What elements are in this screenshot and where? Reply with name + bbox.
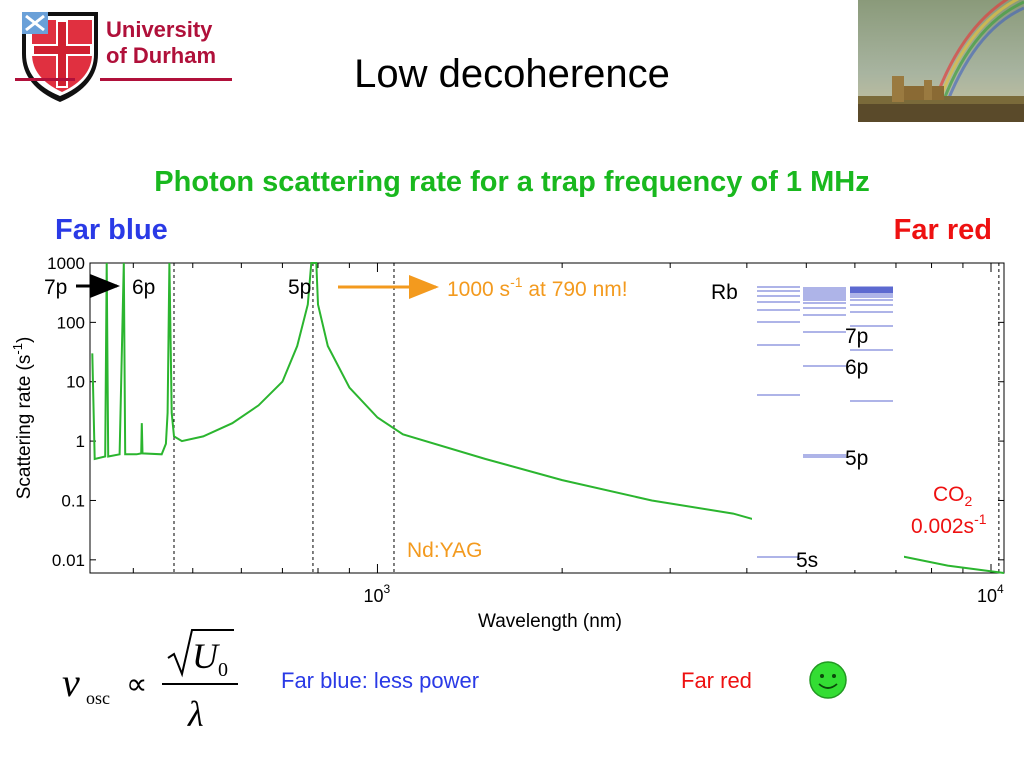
cathedral-rainbow-photo (858, 0, 1024, 122)
scattering-curve (91, 262, 1005, 574)
y-tick-label: 100 (57, 313, 85, 332)
curve-segment (895, 554, 1005, 574)
far-red-note: Far red (681, 668, 752, 693)
y-axis-label-close: ) (14, 337, 35, 343)
co2-rate-exp: -1 (974, 511, 987, 527)
chart-subtitle: Photon scattering rate for a trap freque… (154, 166, 870, 198)
co2-rate-label: 0.002s-1 (911, 511, 987, 538)
peak-labels: 7p 6p 5p (44, 276, 311, 299)
y-axis-label-exp: -1 (10, 343, 25, 355)
formula-u: U (192, 636, 220, 676)
peak-label: 6p (132, 276, 155, 299)
peak-label: 7p (44, 276, 67, 299)
level-label-7p: 7p (845, 325, 868, 348)
x-tick-exp: 3 (383, 582, 390, 596)
co2-label: CO2 (933, 483, 973, 509)
co2-rate-value: 0.002s (911, 515, 974, 538)
formula-lambda: λ (187, 694, 204, 734)
y-axis-label: Scattering rate (s-1) (10, 337, 35, 500)
curve-segment (91, 262, 761, 523)
x-tick-label: 103 (363, 582, 390, 606)
y-tick-label: 1000 (47, 254, 85, 273)
far-blue-label: Far blue (55, 214, 168, 246)
y-tick-label: 0.1 (61, 491, 85, 510)
y-axis-ticks: 1000 100 10 1 0.1 0.01 (47, 254, 1004, 570)
level-label-6p: 6p (845, 356, 868, 379)
reference-lines (173, 263, 1000, 573)
university-line2: of Durham (106, 43, 216, 68)
smiley-face-icon (809, 661, 847, 699)
x-tick-base: 10 (363, 586, 383, 606)
y-tick-label: 0.01 (52, 551, 85, 570)
energy-levels (757, 286, 893, 558)
co2-sub: 2 (965, 493, 973, 509)
rate-value: 1000 s (447, 278, 510, 301)
formula-nu-sub: osc (86, 688, 110, 708)
x-axis-ticks: 103 104 (132, 263, 1004, 606)
rate-exp: -1 (510, 274, 523, 290)
level-diagram-title: Rb (711, 281, 738, 304)
logo-rule-right (100, 78, 232, 81)
formula-proportional: ∝ (126, 668, 147, 701)
formula-nu: ν (62, 660, 80, 705)
y-tick-label: 1 (76, 432, 85, 451)
rate-rest: at 790 nm! (523, 278, 628, 301)
formula-sqrt (167, 629, 234, 678)
far-red-label: Far red (893, 214, 992, 246)
far-blue-note: Far blue: less power (281, 668, 480, 693)
plot-frame (89, 262, 1005, 574)
logo-rule-left (15, 78, 75, 81)
x-tick-exp: 4 (997, 582, 1004, 596)
level-label-5p: 5p (845, 447, 868, 470)
co2-text: CO (933, 483, 965, 506)
x-axis-label: Wavelength (nm) (478, 611, 622, 632)
formula-u-sub: 0 (218, 659, 228, 681)
y-tick-label: 10 (66, 373, 85, 392)
peak-label: 5p (288, 276, 311, 299)
y-axis-label-text: Scattering rate (s (14, 355, 35, 500)
university-line1: University (106, 17, 213, 42)
rate-annotation: 1000 s-1 at 790 nm! (447, 274, 628, 301)
x-tick-label: 104 (977, 582, 1004, 606)
ndyag-label: Nd:YAG (407, 539, 482, 562)
level-diagram-bg (752, 270, 904, 570)
slide-title: Low decoherence (354, 52, 670, 96)
oscillation-frequency-formula: ν osc ∝ U 0 λ (62, 629, 238, 734)
level-label-5s: 5s (796, 549, 818, 572)
university-name: University of Durham (106, 17, 216, 69)
x-tick-base: 10 (977, 586, 997, 606)
